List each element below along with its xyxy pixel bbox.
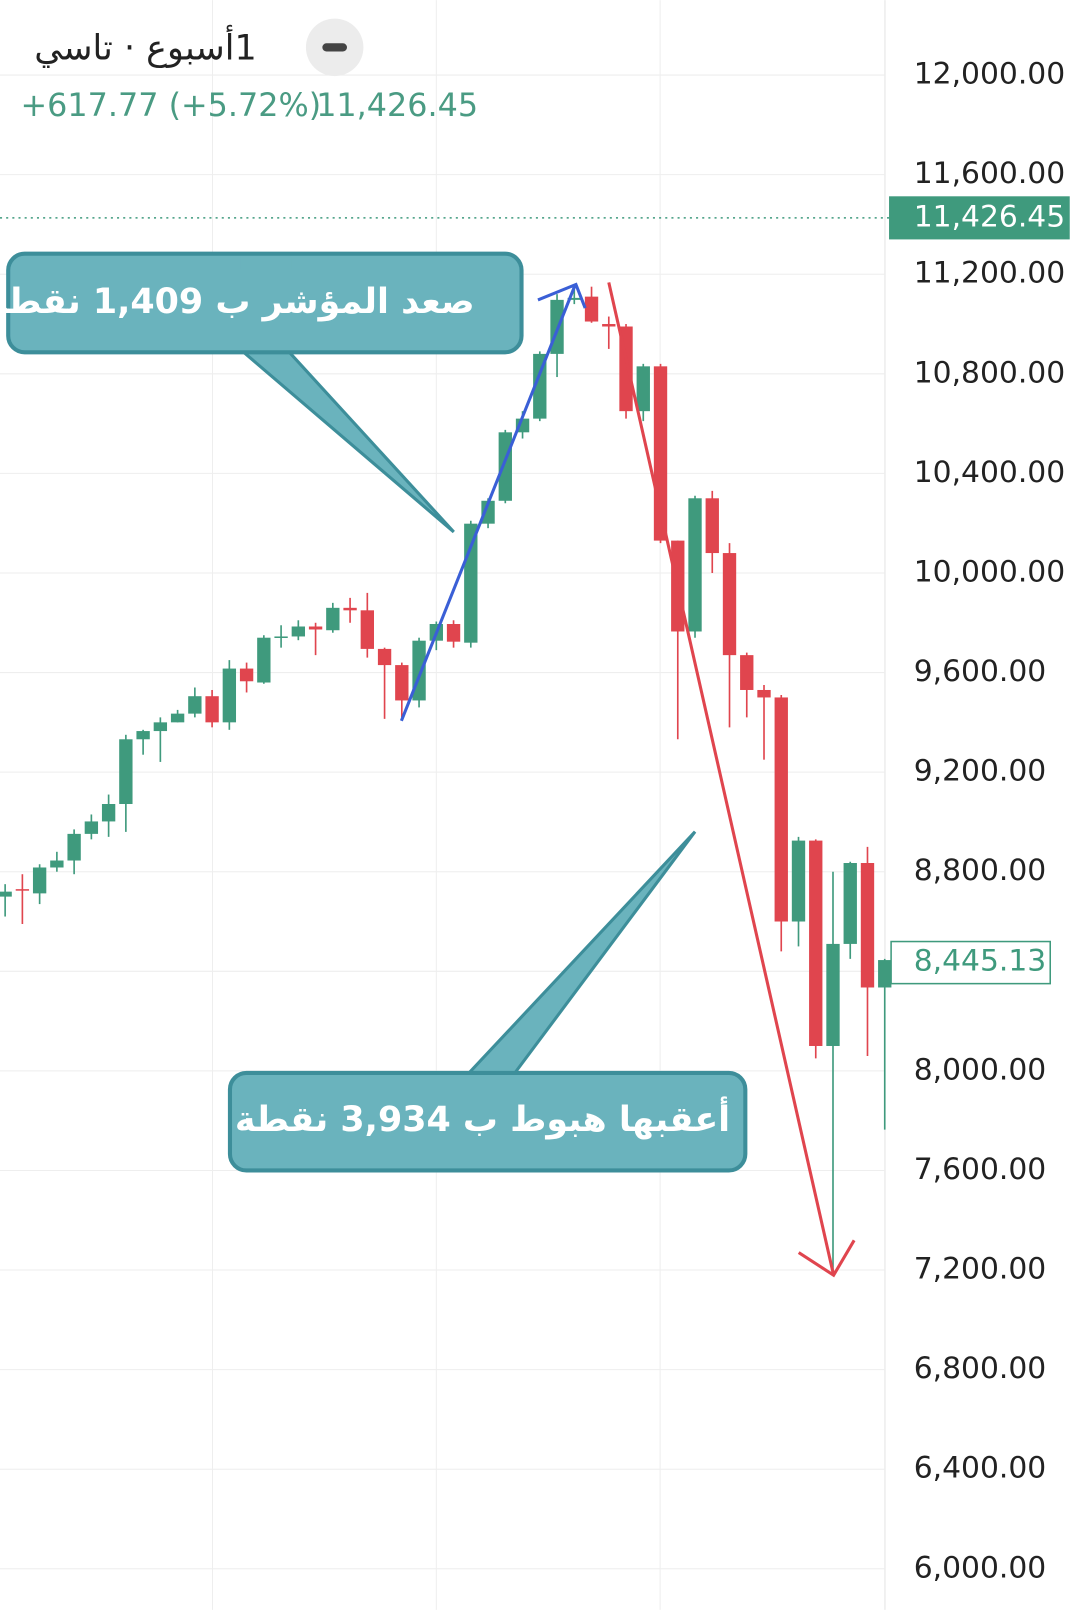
grid [0,0,886,1610]
candle-body [188,696,202,714]
candle-body [360,610,374,649]
candle-body [101,804,116,822]
candle-body [791,840,806,922]
candle-body [481,500,495,524]
candle-body [257,637,271,683]
price-label: 11,426.45 [914,199,1066,234]
fall-arrow [607,282,856,1278]
candle-body [291,626,306,637]
y-tick-label: 12,000.00 [914,57,1066,92]
candle-body [498,432,512,501]
candle-body [205,696,219,723]
candle-body [222,668,237,723]
annotation: أعقبها هبوط ب 3,934 نقطة [235,1096,730,1140]
candle-body [0,891,12,897]
current-label: 8,445.13 [914,944,1047,979]
candle-body [757,689,771,698]
y-tick-label: 6,400.00 [914,1451,1047,1486]
y-tick-label: 6,800.00 [914,1351,1047,1386]
y-tick-label: 7,200.00 [914,1252,1047,1287]
candle-body [464,523,478,643]
candle-body [705,498,719,554]
header-price: 11,426.45 [316,86,478,124]
candle-body [740,655,754,690]
candle-body [636,366,650,412]
candle-body [446,624,461,642]
candle-body [84,821,99,834]
current-box [890,940,1051,985]
candle-body [343,607,357,611]
y-tick-label: 7,600.00 [914,1152,1047,1187]
candle-body [136,731,150,740]
symbol-title: 1أسبوع · تاسي [34,24,256,68]
candle-body [722,553,737,656]
candle-body [308,626,323,630]
callout [6,251,524,355]
callout-tail [237,348,455,534]
annotation: صعد المؤشر ب 1,409 نقطة [0,282,475,322]
y-tick-label: 10,800.00 [914,355,1066,390]
candle-body [395,665,409,701]
y-tick-label: 6,000.00 [914,1550,1047,1585]
candle-body [567,297,581,300]
candle-body [584,296,599,322]
candle-body [860,863,875,988]
price-change: +617.77 (+5.72%) [21,86,322,124]
candle-body [119,739,133,805]
candle-body [826,943,840,1046]
candle-body [809,840,823,1046]
candle-body [239,668,254,682]
candle-body [170,713,185,723]
callout-join [240,256,292,270]
price-box [889,196,1070,240]
candle-body [377,648,392,666]
callout [227,1070,748,1173]
y-tick-label: 8,000.00 [914,1052,1047,1087]
header: 1أسبوع · تاسي +617.77 (+5.72%) 11,426.45 [21,18,478,124]
rise-arrow [399,282,587,722]
callout-tail [463,830,697,1077]
y-tick-label: 8,800.00 [914,853,1047,888]
y-tick-label: 11,600.00 [914,156,1066,191]
y-tick-label: 9,600.00 [914,654,1047,689]
annotations: صعد المؤشر ب 1,409 نقطة أعقبها هبوط ب 3,… [0,251,856,1278]
candle-body [843,863,857,944]
candle-body [774,697,788,922]
candle-body [15,889,30,891]
y-tick-label: 10,000.00 [914,554,1066,589]
y-tick-label: 9,200.00 [914,754,1047,789]
candle-body [688,498,702,632]
candle-body [50,860,64,868]
y-tick-label: 11,200.00 [914,256,1066,291]
candle-body [878,960,892,988]
candle-body [153,722,168,732]
candle-body [533,353,547,419]
y-tick-label: 10,400.00 [914,455,1066,490]
candle-body [326,607,340,631]
minus-icon [322,43,347,52]
candle-body [274,636,288,638]
candle-body [67,833,81,861]
candle-body [32,867,47,894]
candle-body [602,324,616,327]
